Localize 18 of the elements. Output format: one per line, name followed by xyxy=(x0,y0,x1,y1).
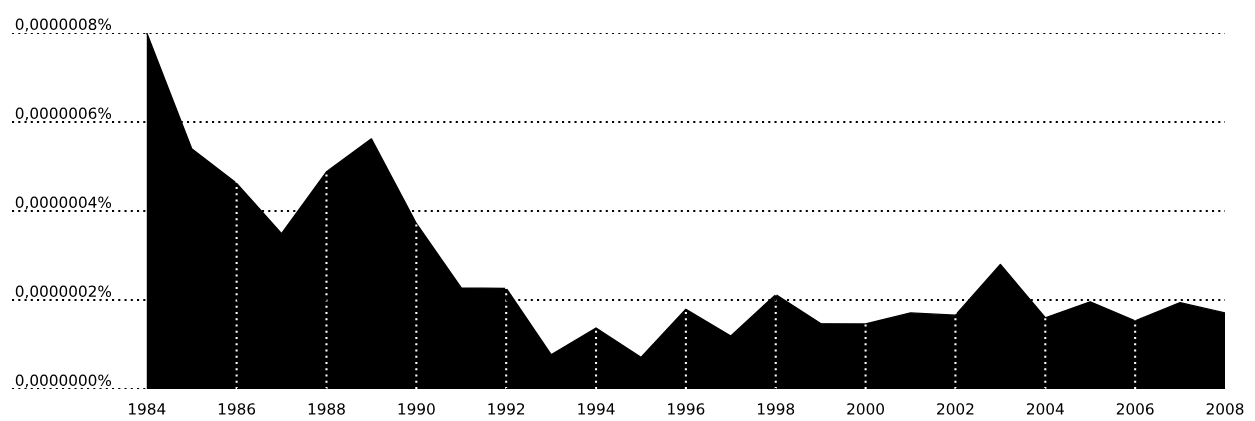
y-tick-label: 0,0000006% xyxy=(15,107,112,121)
x-tick-label: 1994 xyxy=(578,403,615,415)
x-tick-label: 2004 xyxy=(1026,403,1064,415)
y-tick-label: 0,0000004% xyxy=(15,196,112,210)
x-tick-label: 2008 xyxy=(1206,403,1244,415)
y-tick-label: 0,0000008% xyxy=(15,18,112,32)
x-tick-label: 2002 xyxy=(937,403,974,415)
x-tick-label: 1996 xyxy=(668,403,705,415)
x-tick-label: 1984 xyxy=(129,403,166,415)
y-tick-label: 0,0000002% xyxy=(15,285,112,299)
x-tick-label: 1988 xyxy=(308,403,345,415)
x-tick-label: 1990 xyxy=(398,403,435,415)
x-tick-label: 2006 xyxy=(1116,403,1154,415)
x-tick-label: 1986 xyxy=(218,403,256,415)
x-tick-label: 1992 xyxy=(488,403,525,415)
y-tick-label: 0,0000000% xyxy=(15,374,112,388)
x-tick-label: 2000 xyxy=(847,403,885,415)
x-tick-label: 1998 xyxy=(757,403,795,415)
